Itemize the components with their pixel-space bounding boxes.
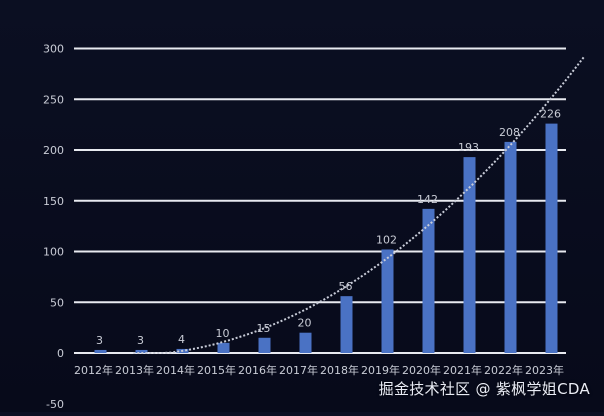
x-tick-label: 2018年 xyxy=(320,363,359,377)
bar xyxy=(422,208,435,353)
y-tick-label: 200 xyxy=(43,144,64,157)
x-tick-label: 2020年 xyxy=(402,363,441,377)
trendline xyxy=(133,55,586,354)
y-tick-label: 0 xyxy=(57,347,64,360)
data-labels: 3 3 4 10 15 20 56 102 142 193 208 226 xyxy=(96,108,561,347)
x-tick-label: 2014年 xyxy=(156,363,195,377)
y-tick-label: -50 xyxy=(46,398,64,411)
x-tick-label: 2013年 xyxy=(115,363,154,377)
bar xyxy=(299,332,312,353)
bar xyxy=(258,337,271,353)
bar xyxy=(94,349,107,353)
bar xyxy=(381,249,394,353)
x-tick-label: 2016年 xyxy=(238,363,277,377)
bar xyxy=(217,342,230,353)
y-tick-label: 250 xyxy=(43,93,64,106)
data-label: 3 xyxy=(137,334,144,347)
x-axis-tick-labels: 2012年 2013年 2014年 2015年 2016年 2017年 2018年 2019年… xyxy=(74,363,564,377)
data-label: 10 xyxy=(216,327,230,340)
data-label: 102 xyxy=(376,233,397,246)
data-label: 15 xyxy=(257,322,271,335)
x-tick-label: 2012年 xyxy=(74,363,113,377)
gridlines xyxy=(74,47,566,354)
y-tick-label: 100 xyxy=(43,246,64,259)
bar xyxy=(340,296,353,353)
y-tick-label: 50 xyxy=(50,296,64,309)
bar xyxy=(545,123,558,353)
x-tick-label: 2023年 xyxy=(525,363,564,377)
bar xyxy=(463,157,476,353)
x-tick-label: 2021年 xyxy=(443,363,482,377)
y-tick-label: 150 xyxy=(43,195,64,208)
x-tick-label: 2019年 xyxy=(361,363,400,377)
bars xyxy=(94,123,558,353)
bar xyxy=(504,141,517,353)
x-tick-label: 2017年 xyxy=(279,363,318,377)
data-label: 226 xyxy=(540,108,561,121)
data-label: 193 xyxy=(458,141,479,154)
data-label: 3 xyxy=(96,334,103,347)
bar xyxy=(135,349,148,353)
data-label: 208 xyxy=(499,126,520,139)
x-tick-label: 2022年 xyxy=(484,363,523,377)
watermark-text: 掘金技术社区 @ 紫枫学姐CDA xyxy=(378,380,590,398)
data-label: 20 xyxy=(298,317,312,330)
y-axis-tick-labels: -50 0 50 100 150 200 250 300 xyxy=(43,43,64,411)
data-label: 142 xyxy=(417,193,438,206)
data-label: 56 xyxy=(339,280,353,293)
y-tick-label: 300 xyxy=(43,43,64,56)
x-tick-label: 2015年 xyxy=(197,363,236,377)
data-label: 4 xyxy=(178,333,185,346)
